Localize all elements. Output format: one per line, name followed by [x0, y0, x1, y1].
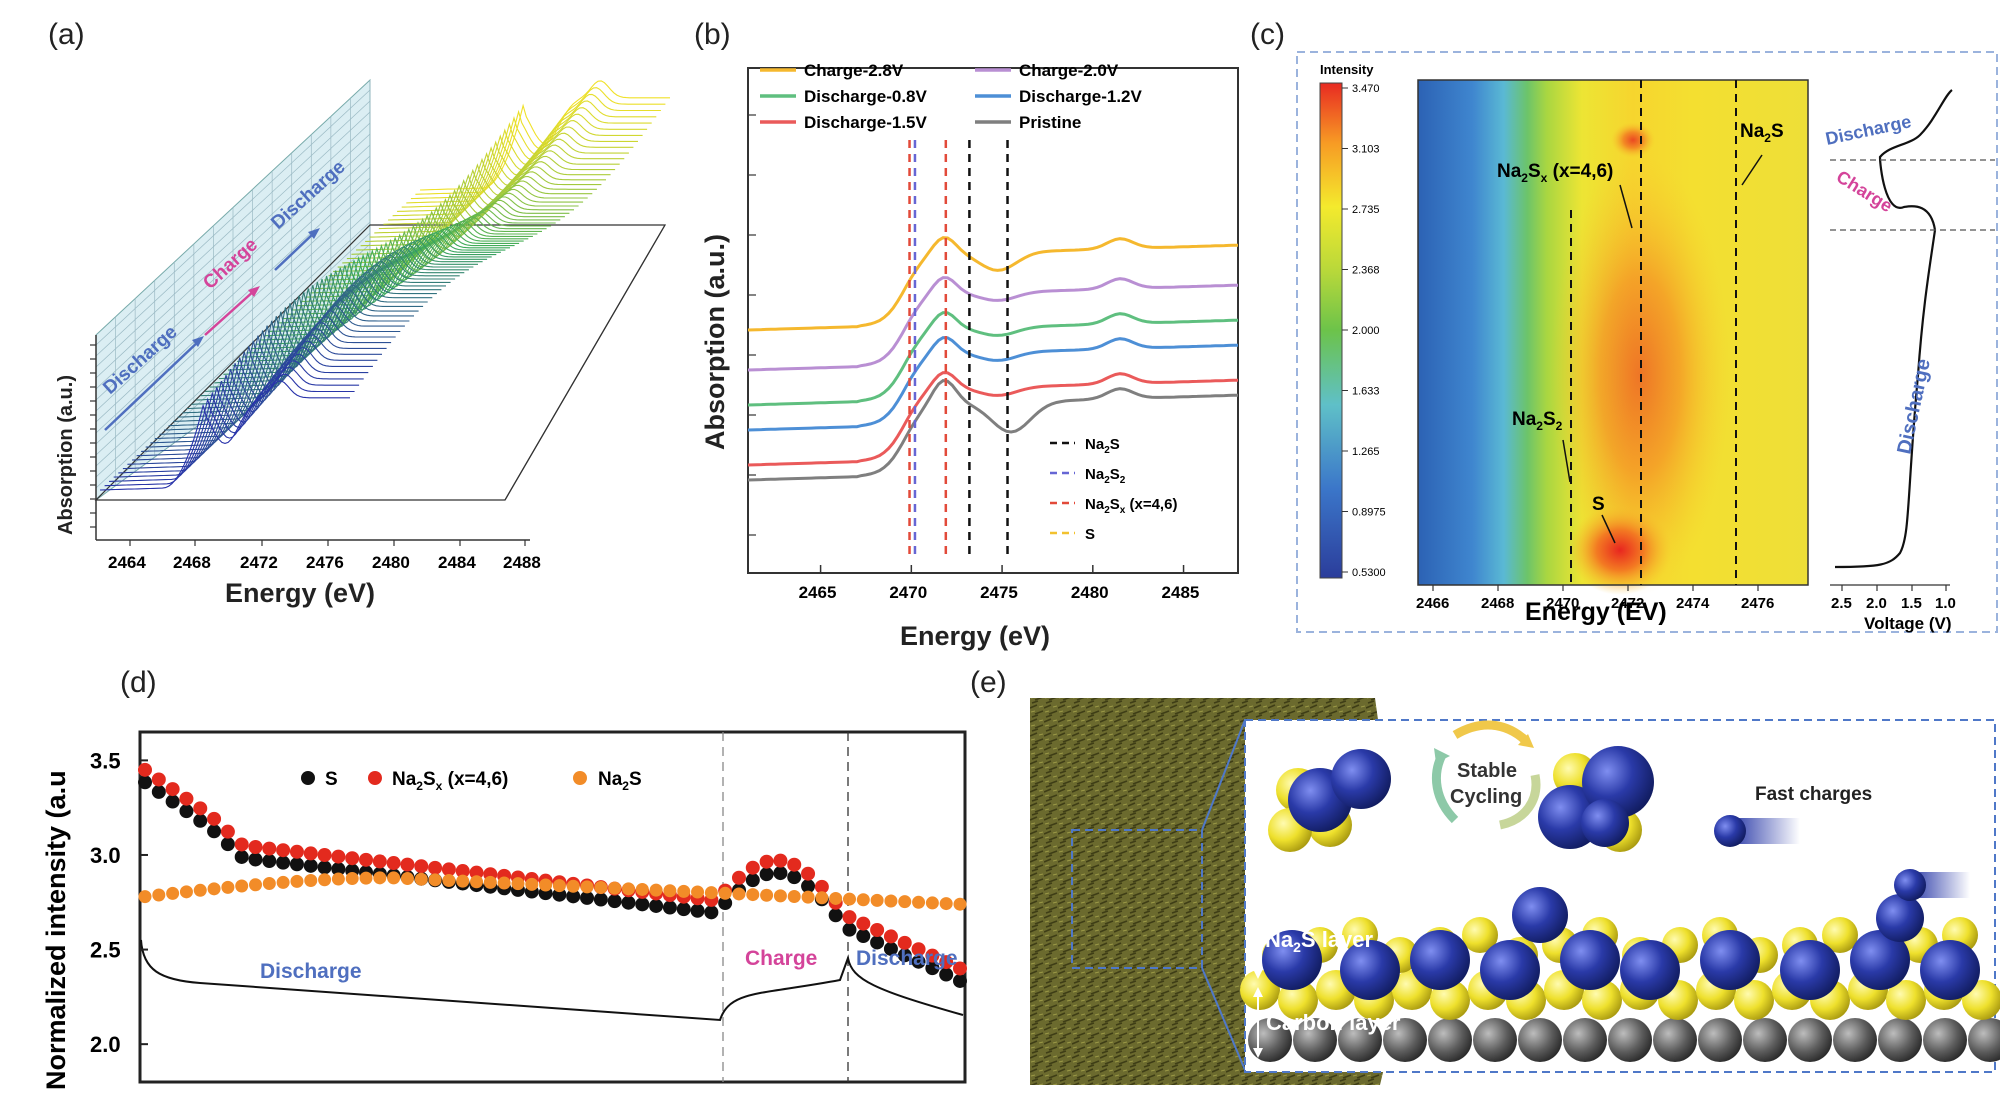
- legend-na2s: Na2S: [598, 769, 642, 793]
- panel-c-letter: (c): [1250, 18, 1285, 51]
- voltage-tick: 1.5: [1901, 595, 1922, 612]
- label-na2s-layer: Na2S layer: [1265, 927, 1374, 955]
- panel-a-xtick: 2476: [306, 553, 344, 572]
- panel-a-letter: (a): [48, 18, 85, 51]
- panel-b-xtick: 2475: [980, 583, 1018, 602]
- panel-c-xtick: 2472: [1611, 595, 1644, 612]
- side-label-discharge-bottom: Discharge: [1893, 357, 1935, 456]
- panel-b-xtick: 2485: [1162, 583, 1200, 602]
- panel-b-xtick: 2480: [1071, 583, 1109, 602]
- colorbar-tick: 3.470: [1352, 83, 1380, 95]
- colorbar-tick: 0.5300: [1352, 567, 1386, 579]
- curve-1: [747, 276, 1239, 372]
- panel-c-xtick: 2470: [1546, 595, 1579, 612]
- legend-item: Discharge-0.8V: [804, 87, 927, 106]
- panel-b-xlabel: Energy (eV): [900, 621, 1050, 651]
- curve-0: [747, 236, 1239, 332]
- panel-a-xtick: 2468: [173, 553, 211, 572]
- curve-3: [747, 336, 1239, 432]
- panel-b-legend: Charge-2.8V Charge-2.0V Discharge-0.8V Disc…: [760, 61, 1142, 132]
- panel-b-frame: [747, 67, 1239, 574]
- panel-b-figure: Charge-2.8V Charge-2.0V Discharge-0.8V Disc…: [700, 61, 1239, 651]
- voltage-tick: 2.0: [1866, 595, 1887, 612]
- colorbar-tick: 2.368: [1352, 265, 1380, 277]
- legend-item: Discharge-1.5V: [804, 113, 927, 132]
- label-cycling: Cycling: [1450, 786, 1522, 808]
- colorbar-tick: 1.633: [1352, 386, 1380, 398]
- panel-b-xtick: 2465: [799, 583, 837, 602]
- voltage-tick: 2.5: [1831, 595, 1852, 612]
- panel-d-points: [138, 762, 967, 988]
- panel-b-ylabel: Absorption (a.u.): [700, 234, 730, 450]
- panel-a-xtick: 2464: [108, 553, 146, 572]
- panel-a-xtick: 2488: [503, 553, 541, 572]
- ref-legend-na2sx: Na2Sx (x=4,6): [1085, 496, 1177, 516]
- phase-charge: Charge: [745, 947, 817, 970]
- phase-discharge-2: Discharge: [856, 947, 958, 970]
- label-fast-charges: Fast charges: [1755, 784, 1872, 805]
- panel-d-legend: S Na2Sx (x=4,6) Na2S: [301, 769, 642, 793]
- panel-e-letter: (e): [970, 666, 1007, 699]
- colorbar-tick: 1.265: [1352, 446, 1380, 458]
- panel-d-ytick: 3.0: [90, 843, 121, 868]
- panel-a-xtick: 2472: [240, 553, 278, 572]
- panel-a-ylabel: Absorption (a.u.): [55, 375, 77, 535]
- panel-e-figure: Stable Cycling Fast charges Na2S layer C…: [1030, 698, 2000, 1085]
- legend-item: Charge-2.0V: [1019, 61, 1119, 80]
- panel-c-figure: Intensity 3.470 3.103 2.735 2.368 2.000 1.633…: [1296, 51, 1998, 633]
- voltage-profile: Discharge Charge Discharge 2.5 2.0 1.5 1.0 …: [1824, 89, 1995, 633]
- panel-c-xtick: 2468: [1481, 595, 1514, 612]
- panel-d-ytick: 3.5: [90, 748, 121, 773]
- panel-c-xtick: 2474: [1676, 595, 1710, 612]
- legend-item: Charge-2.8V: [804, 61, 904, 80]
- colorbar-tick: 3.103: [1352, 144, 1380, 156]
- curve-5: [747, 379, 1239, 482]
- panel-b-ref-legend: Na2S Na2S2 Na2Sx (x=4,6) S: [1050, 436, 1177, 543]
- panel-b-letter: (b): [694, 18, 731, 51]
- colorbar-tick: 2.000: [1352, 325, 1380, 337]
- voltage-tick: 1.0: [1935, 595, 1956, 612]
- panel-c-xlabel: Energy (EV): [1525, 598, 1667, 626]
- legend-item: Discharge-1.2V: [1019, 87, 1142, 106]
- label-carbon-layer: Carbon layer: [1266, 1010, 1401, 1035]
- panel-d-frame: [138, 730, 967, 1084]
- panel-d-ytick: 2.0: [90, 1032, 121, 1057]
- ref-legend-na2s2: Na2S2: [1085, 466, 1126, 486]
- panel-a-xtick: 2480: [372, 553, 410, 572]
- annot-na2s: Na2S: [1740, 121, 1784, 145]
- ref-legend-na2s: Na2S: [1085, 436, 1120, 456]
- waterfall-spectra: [99, 80, 670, 491]
- voltage-label: Voltage (V): [1864, 614, 1952, 633]
- panel-a-xlabel: Energy (eV): [225, 578, 375, 608]
- panel-d-ytick: 2.5: [90, 938, 121, 963]
- curve-2: [747, 311, 1239, 407]
- panel-c-xtick: 2466: [1416, 595, 1449, 612]
- colorbar-title: Intensity: [1320, 62, 1374, 77]
- annot-s: S: [1592, 494, 1605, 515]
- panel-a-xtick: 2484: [438, 553, 476, 572]
- legend-item: Pristine: [1019, 113, 1081, 132]
- curve-4: [747, 371, 1239, 467]
- panel-d-ylabel: Normalized intensity (a.u: [41, 770, 71, 1090]
- panel-c-xtick: 2476: [1741, 595, 1774, 612]
- panel-a-figure: Discharge Charge Discharge Absorption (a…: [55, 78, 670, 608]
- phase-discharge-1: Discharge: [260, 960, 362, 983]
- side-label-discharge-top: Discharge: [1824, 111, 1913, 149]
- legend-na2sx: Na2Sx (x=4,6): [392, 769, 508, 793]
- legend-s: S: [325, 769, 338, 790]
- panel-d-letter: (d): [120, 666, 157, 699]
- colorbar: [1319, 82, 1343, 579]
- colorbar-tick: 0.8975: [1352, 507, 1386, 519]
- ref-legend-s: S: [1085, 526, 1095, 543]
- label-stable: Stable: [1457, 760, 1517, 782]
- panel-d-figure: Discharge Charge Discharge S Na2Sx (x=4,…: [41, 730, 967, 1090]
- colorbar-tick: 2.735: [1352, 204, 1380, 216]
- annot-na2sx: Na2Sx (x=4,6): [1497, 161, 1613, 185]
- panel-b-xtick: 2470: [889, 583, 927, 602]
